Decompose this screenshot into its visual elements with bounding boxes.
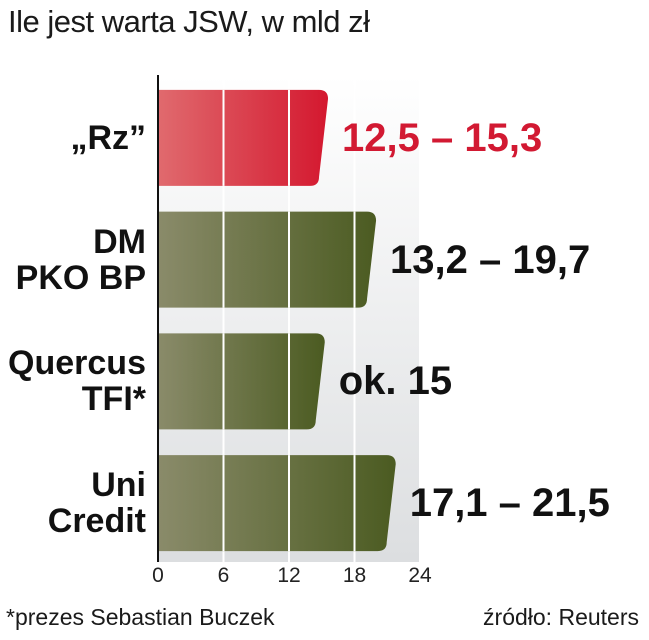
category-label-line: DM <box>93 222 146 261</box>
data-label: 17,1 – 21,5 <box>409 481 610 526</box>
data-label: 12,5 – 15,3 <box>342 115 543 160</box>
data-label: ok. 15 <box>338 359 453 404</box>
category-label-line: PKO BP <box>15 258 146 297</box>
category-label: DM PKO BP <box>0 224 146 296</box>
category-label-line: Credit <box>47 502 146 541</box>
category-label-line: Uni <box>91 466 146 505</box>
category-label-line: Quercus <box>8 344 146 383</box>
x-tick-label: 6 <box>217 564 230 587</box>
category-label: Quercus TFI* <box>0 345 146 417</box>
category-label: Uni Credit <box>0 467 146 539</box>
source-note: źródło: Reuters <box>483 604 639 630</box>
x-tick-label: 24 <box>408 564 432 587</box>
bar-chart <box>157 75 421 562</box>
data-label: 13,2 – 19,7 <box>390 237 591 282</box>
chart-title: Ile jest warta JSW, w mld zł <box>8 4 370 39</box>
footnote: *prezes Sebastian Buczek <box>6 604 275 630</box>
x-tick-label: 12 <box>277 564 301 587</box>
bar <box>158 455 396 552</box>
x-tick-label: 0 <box>152 564 164 587</box>
bar <box>158 89 329 186</box>
category-label: „Rz” <box>0 120 146 156</box>
bar <box>158 333 325 430</box>
x-tick-label: 18 <box>342 564 367 587</box>
category-label-line: TFI* <box>81 380 146 419</box>
category-label-line: „Rz” <box>70 118 146 157</box>
bar <box>158 211 377 308</box>
